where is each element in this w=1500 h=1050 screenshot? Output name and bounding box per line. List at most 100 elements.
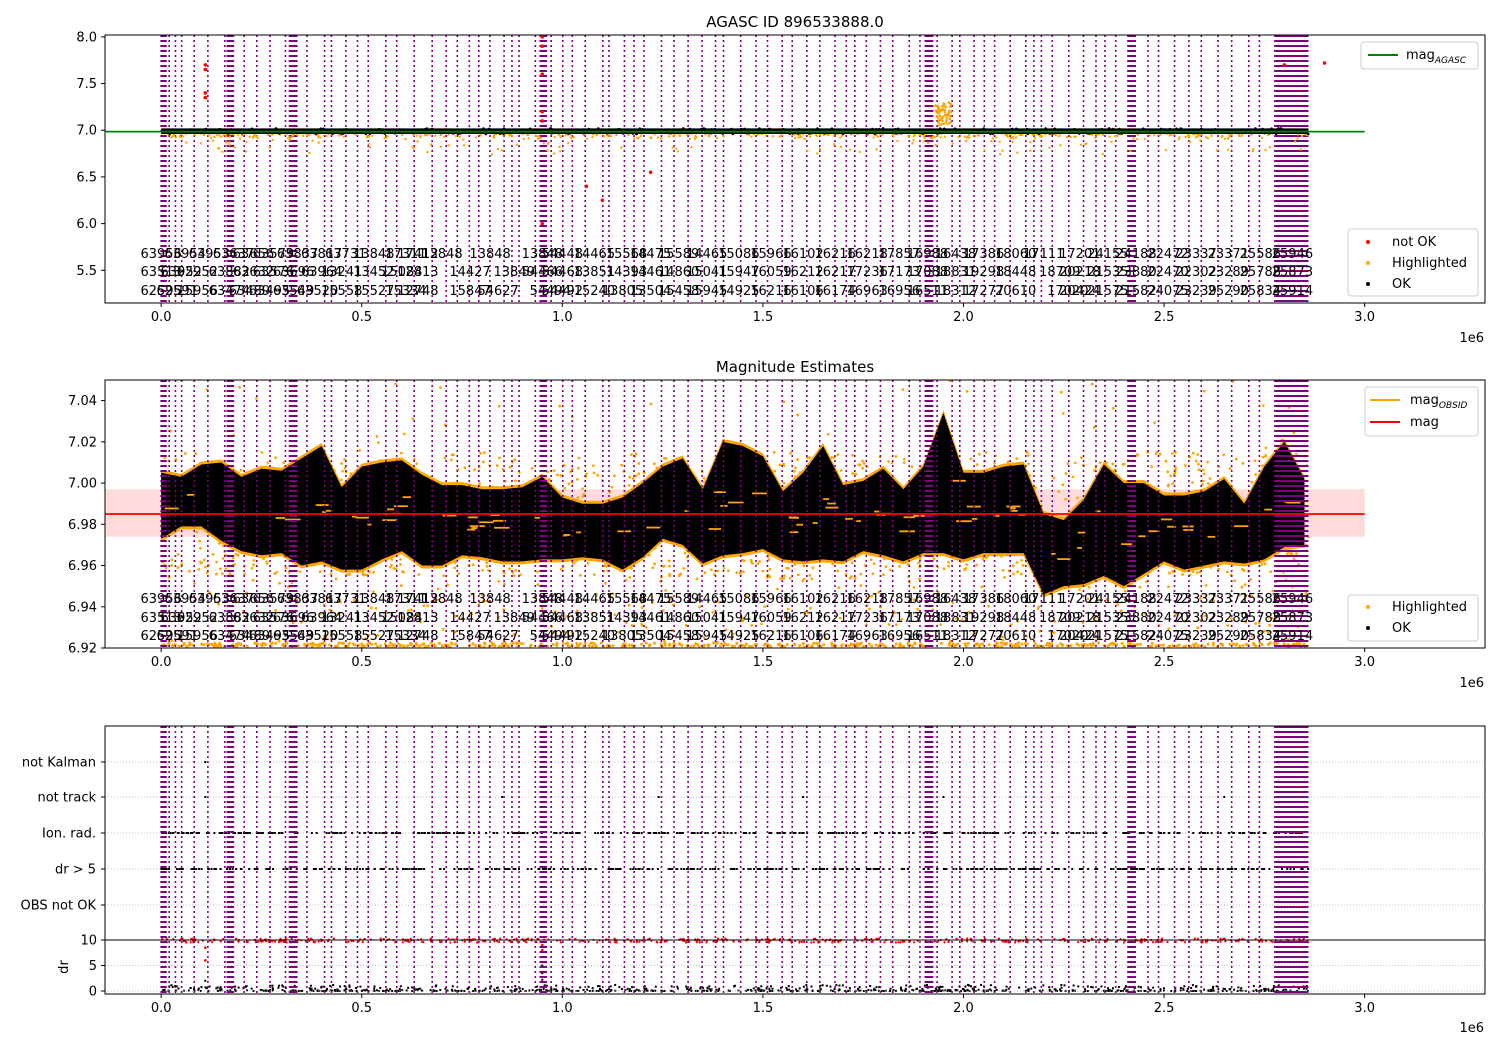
highlighted-point — [707, 134, 711, 138]
highlighted-point — [1080, 456, 1083, 460]
ok-point — [730, 127, 733, 131]
highlighted-point — [371, 134, 374, 138]
obsid-label: 54492 — [542, 284, 583, 299]
flag-point — [795, 868, 798, 870]
highlighted-point — [877, 644, 881, 648]
highlighted-point — [751, 561, 754, 565]
highlighted-point — [697, 645, 701, 648]
flag-point — [1286, 868, 1289, 870]
flag-point — [748, 832, 751, 834]
highlighted-point — [620, 463, 624, 467]
highlighted-point — [951, 601, 955, 605]
highlighted-point — [425, 134, 429, 137]
flag-point — [463, 868, 466, 870]
obsid-label: 17412 — [397, 247, 438, 262]
ok-point — [865, 132, 869, 135]
ok-point — [894, 128, 897, 131]
highlighted-point — [1168, 644, 1172, 648]
flag-point — [462, 832, 465, 834]
highlighted-point — [1266, 134, 1270, 137]
highlighted-point — [1084, 142, 1087, 146]
highlighted-point — [1268, 623, 1272, 627]
highlighted-point — [1264, 446, 1268, 450]
flag-point — [826, 868, 829, 870]
highlighted-point — [199, 142, 203, 145]
highlighted-point — [838, 616, 842, 620]
highlighted-point — [460, 617, 464, 621]
ok-point — [873, 132, 877, 136]
highlighted-point — [1211, 641, 1215, 645]
ok-point — [823, 132, 827, 135]
flag-point — [742, 832, 745, 834]
highlighted-point — [861, 466, 865, 470]
highlighted-point — [536, 570, 539, 574]
y-tick-label: 6.98 — [68, 518, 97, 533]
highlighted-point — [649, 402, 653, 406]
highlighted-point — [527, 137, 531, 140]
highlighted-point — [347, 641, 351, 645]
obsid-label: 13848 — [522, 247, 563, 262]
highlighted-point — [605, 644, 609, 648]
highlighted-point — [581, 487, 584, 490]
flag-point — [282, 868, 285, 870]
ok-point — [456, 132, 460, 136]
highlighted-point — [1212, 599, 1216, 603]
highlighted-point — [698, 605, 702, 609]
flag-point — [189, 832, 192, 834]
highlighted-point — [726, 643, 730, 647]
flag-point — [231, 868, 234, 870]
obsid-label: 25788 — [1240, 611, 1281, 626]
flag-point — [365, 868, 368, 870]
flag-point — [785, 868, 788, 870]
obsid-label: 15334 — [385, 284, 426, 299]
flag-point — [461, 832, 464, 834]
obsid-label: 16174 — [814, 629, 855, 644]
flag-point — [563, 868, 566, 870]
highlighted-point — [546, 142, 550, 146]
highlighted-point — [948, 105, 952, 109]
highlighted-point — [587, 644, 591, 648]
obsid-label: 54448 — [542, 247, 583, 262]
flag-point — [1057, 868, 1060, 870]
highlighted-point — [282, 461, 286, 465]
highlighted-point — [760, 622, 763, 626]
flag-point — [545, 868, 548, 870]
flag-point — [333, 868, 336, 870]
highlighted-point — [998, 140, 1001, 143]
highlighted-point — [1020, 558, 1023, 562]
highlighted-point — [624, 578, 628, 582]
highlighted-point — [937, 108, 940, 111]
flag-point — [912, 832, 915, 834]
highlighted-point — [1170, 452, 1174, 455]
highlighted-point — [853, 577, 857, 580]
flag-point — [1262, 832, 1265, 834]
ok-point — [1011, 127, 1014, 131]
obsid-label: 15568 — [606, 592, 647, 607]
ok-point — [721, 132, 725, 135]
flag-point — [691, 868, 694, 870]
highlighted-point — [1254, 622, 1258, 625]
flag-point — [1092, 832, 1095, 834]
highlighted-point — [372, 590, 375, 594]
highlighted-point — [1168, 571, 1171, 575]
highlighted-point — [907, 135, 911, 139]
ok-point — [854, 127, 857, 131]
flag-point — [433, 832, 436, 834]
flag-point — [577, 868, 580, 870]
obsid-label: 21535 — [1087, 611, 1128, 626]
y-tick-label: 7.0 — [76, 124, 97, 139]
highlighted-point — [442, 574, 446, 578]
legend-label: magOBSID — [1410, 393, 1468, 411]
flag-point — [678, 832, 681, 834]
highlighted-point — [1241, 644, 1245, 647]
ok-point — [998, 128, 1002, 131]
highlighted-point — [712, 641, 716, 645]
ok-point — [741, 128, 745, 131]
highlighted-point — [1240, 585, 1244, 589]
obsid-label: 13504 — [630, 284, 671, 299]
highlighted-point — [784, 615, 787, 619]
highlighted-point — [773, 469, 777, 473]
flag-point — [597, 832, 600, 834]
ok-point — [587, 127, 591, 131]
highlighted-point — [594, 644, 598, 648]
